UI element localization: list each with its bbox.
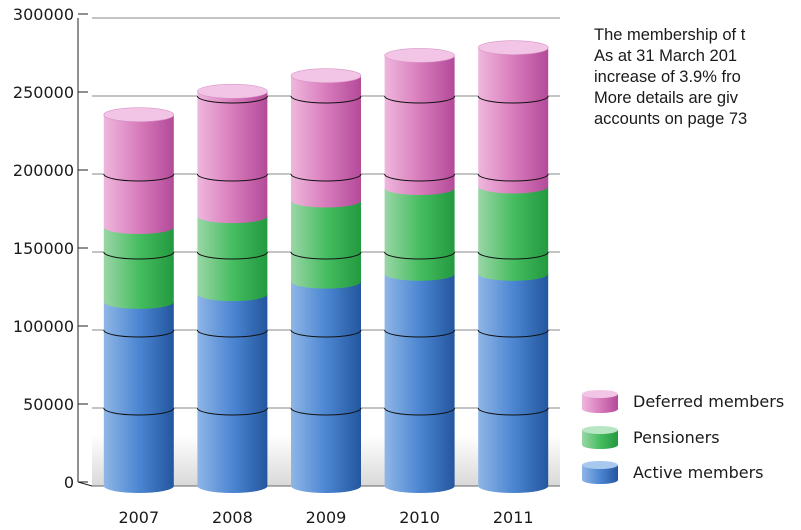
bar-grid-arc: [477, 173, 549, 182]
legend-swatch-cap: [582, 461, 618, 469]
bar-grid-arc: [196, 251, 268, 260]
legend-swatch: [582, 465, 618, 484]
bar-segment-pensioners: [384, 188, 455, 281]
bar-segment-deferred-members: [103, 114, 174, 235]
legend-swatch-cap: [582, 390, 618, 398]
legend-label: Pensioners: [633, 428, 720, 447]
bar-segment-active-members: [478, 273, 549, 493]
bar-segment-active-members: [103, 301, 174, 493]
x-tick-label: 2010: [399, 508, 440, 527]
bar-grid-arc: [384, 95, 456, 104]
bar-grid-arc: [290, 251, 362, 260]
y-axis-foot: [77, 481, 93, 487]
bar-top-cap: [103, 107, 175, 123]
legend-item-active-members: Active members: [582, 461, 764, 484]
bar-grid-arc: [477, 407, 549, 416]
bar-grid-arc: [196, 329, 268, 338]
y-tick-label: 0: [64, 473, 74, 492]
note-line: increase of 3.9% fro: [594, 68, 741, 86]
note-line: The membership of t: [594, 26, 746, 44]
x-tick-label: 2011: [493, 508, 534, 527]
y-tick-label: 300000: [13, 5, 74, 24]
bar-segment-deferred-members: [478, 47, 549, 194]
y-tick-label: 200000: [13, 161, 74, 180]
bar-segment-pensioners: [478, 186, 549, 281]
bar-grid-arc: [290, 95, 362, 104]
x-tick-label: 2008: [212, 508, 253, 527]
y-tick-label: 50000: [23, 395, 74, 414]
y-tick-label: 250000: [13, 83, 74, 102]
bar-grid-arc: [384, 251, 456, 260]
bar-segment-active-members: [291, 281, 361, 493]
note-line: As at 31 March 201: [594, 47, 738, 65]
x-tick-label: 2009: [306, 508, 347, 527]
bars: [103, 40, 549, 493]
legend-label: Deferred members: [633, 392, 784, 411]
bar-grid-arc: [477, 251, 549, 260]
bar-stack-2010: [384, 48, 456, 493]
legend-item-deferred-members: Deferred members: [582, 390, 784, 413]
bar-stack-2007: [103, 107, 175, 493]
bar-grid-arc: [290, 173, 362, 182]
legend-item-pensioners: Pensioners: [582, 426, 720, 449]
bar-segment-deferred-members: [384, 55, 455, 196]
bar-segment-active-members: [197, 294, 268, 493]
bar-stack-2011: [477, 40, 549, 493]
bar-grid-arc: [103, 173, 175, 182]
bar-segment-deferred-members: [291, 75, 361, 208]
bar-stack-2009: [290, 68, 362, 493]
bar-grid-arc: [103, 251, 175, 260]
bar-grid-arc: [384, 407, 456, 416]
legend: Deferred members Pensioners Active members: [582, 390, 784, 484]
bar-grid-arc: [103, 407, 175, 416]
bar-segment-active-members: [384, 273, 455, 493]
bar-grid-arc: [196, 407, 268, 416]
y-tick-label: 150000: [13, 239, 74, 258]
bar-top-cap: [477, 40, 549, 55]
bar-top-cap: [384, 48, 455, 63]
bar-stack-2008: [196, 84, 268, 493]
legend-swatch: [582, 394, 618, 413]
note-line: accounts on page 73: [594, 110, 748, 128]
membership-note: The membership of t As at 31 March 201 i…: [594, 25, 801, 130]
bar-grid-arc: [196, 95, 268, 104]
bar-segment-pensioners: [291, 200, 361, 289]
bar-grid-arc: [290, 329, 362, 338]
bar-top-cap: [290, 68, 362, 84]
bar-grid-arc: [103, 329, 175, 338]
bar-top-cap: [197, 84, 268, 99]
note-line: More details are giv: [594, 89, 738, 107]
bar-grid-arc: [290, 407, 362, 416]
bar-segment-deferred-members: [197, 91, 268, 224]
bar-grid-arc: [196, 173, 268, 182]
x-axis: 2007 2008 2009 2010 2011: [118, 508, 533, 527]
bar-grid-arc: [477, 95, 549, 104]
bar-grid-arc: [477, 329, 549, 338]
bar-grid-arc: [384, 173, 456, 182]
y-tick-label: 100000: [13, 317, 74, 336]
bar-grid-arc: [384, 329, 456, 338]
legend-swatch-cap: [582, 426, 618, 434]
x-tick-label: 2007: [118, 508, 159, 527]
legend-label: Active members: [633, 463, 764, 482]
legend-swatch: [582, 430, 618, 449]
bar-segment-pensioners: [103, 227, 174, 309]
y-axis: 0 50000 100000 150000 200000 250000 300000: [13, 5, 93, 492]
